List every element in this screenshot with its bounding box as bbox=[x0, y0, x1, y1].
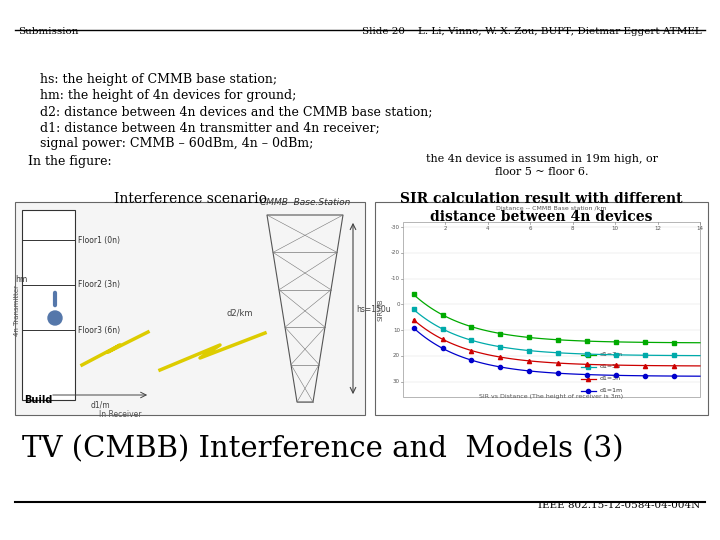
Text: d1=5n: d1=5n bbox=[599, 364, 620, 369]
Text: hs: the height of CMMB base station;: hs: the height of CMMB base station; bbox=[28, 73, 277, 86]
Bar bbox=[22, 210, 75, 400]
Text: Build: Build bbox=[24, 395, 53, 405]
Text: IEEE 802.15-12-0584-04-004N: IEEE 802.15-12-0584-04-004N bbox=[538, 501, 700, 510]
Bar bbox=[375, 202, 708, 415]
Text: -30: -30 bbox=[391, 225, 400, 230]
Text: SIR/dB: SIR/dB bbox=[377, 298, 383, 321]
Text: Slide 20    L. Li, Vinno; W. X. Zou, BUPT; Dietmar Eggert ATMEL: Slide 20 L. Li, Vinno; W. X. Zou, BUPT; … bbox=[362, 27, 702, 36]
Text: d1=1m: d1=1m bbox=[599, 388, 622, 394]
Text: Submission: Submission bbox=[18, 27, 78, 36]
Text: 30: 30 bbox=[393, 379, 400, 384]
Text: 6: 6 bbox=[528, 226, 532, 231]
Text: hm: hm bbox=[15, 275, 27, 285]
Text: Distance -- CMMB Base station /km: Distance -- CMMB Base station /km bbox=[496, 205, 607, 210]
Text: d2: distance between 4n devices and the CMMB base station;: d2: distance between 4n devices and the … bbox=[28, 105, 433, 118]
Text: Floor1 (0n): Floor1 (0n) bbox=[78, 235, 120, 245]
Text: 0: 0 bbox=[397, 302, 400, 307]
Bar bbox=[15, 202, 365, 415]
Text: In Receiver: In Receiver bbox=[99, 410, 141, 419]
Text: 12: 12 bbox=[654, 226, 661, 231]
Text: 2: 2 bbox=[444, 226, 447, 231]
Text: 4n Transmitter: 4n Transmitter bbox=[14, 285, 20, 335]
Text: -10: -10 bbox=[391, 276, 400, 281]
Text: In the figure:: In the figure: bbox=[28, 155, 112, 168]
Text: signal power: CMMB – 60dBm, 4n – 0dBm;: signal power: CMMB – 60dBm, 4n – 0dBm; bbox=[28, 137, 313, 150]
Text: d1=3n: d1=3n bbox=[599, 376, 621, 381]
Text: d1: distance between 4n transmitter and 4n receiver;: d1: distance between 4n transmitter and … bbox=[28, 121, 379, 134]
Text: SIR vs Distance (The height of receiver is 3m): SIR vs Distance (The height of receiver … bbox=[480, 394, 624, 399]
Bar bbox=[403, 222, 700, 397]
Text: 20: 20 bbox=[393, 353, 400, 359]
Text: 4: 4 bbox=[486, 226, 490, 231]
Text: 14: 14 bbox=[696, 226, 703, 231]
Text: Interference scenario: Interference scenario bbox=[114, 192, 266, 206]
Text: Floor3 (6n): Floor3 (6n) bbox=[78, 326, 120, 334]
Text: d1/m: d1/m bbox=[90, 401, 110, 410]
Text: hm: the height of 4n devices for ground;: hm: the height of 4n devices for ground; bbox=[28, 89, 297, 102]
Text: d2/km: d2/km bbox=[227, 308, 253, 317]
Text: 10: 10 bbox=[612, 226, 618, 231]
Text: 10: 10 bbox=[393, 328, 400, 333]
Text: CMMB  Base.Station: CMMB Base.Station bbox=[260, 198, 350, 207]
Text: d1=7m: d1=7m bbox=[599, 353, 623, 357]
Text: Floor2 (3n): Floor2 (3n) bbox=[78, 280, 120, 289]
Text: -20: -20 bbox=[391, 251, 400, 255]
Text: SIR calculation result with different
distance between 4n devices: SIR calculation result with different di… bbox=[400, 192, 683, 225]
Circle shape bbox=[48, 311, 62, 325]
Text: the 4n device is assumed in 19m high, or
floor 5 ~ floor 6.: the 4n device is assumed in 19m high, or… bbox=[426, 154, 657, 177]
Text: 8: 8 bbox=[571, 226, 575, 231]
Text: hs=150u: hs=150u bbox=[356, 305, 391, 314]
Text: TV (CMBB) Interference and  Models (3): TV (CMBB) Interference and Models (3) bbox=[22, 435, 624, 463]
